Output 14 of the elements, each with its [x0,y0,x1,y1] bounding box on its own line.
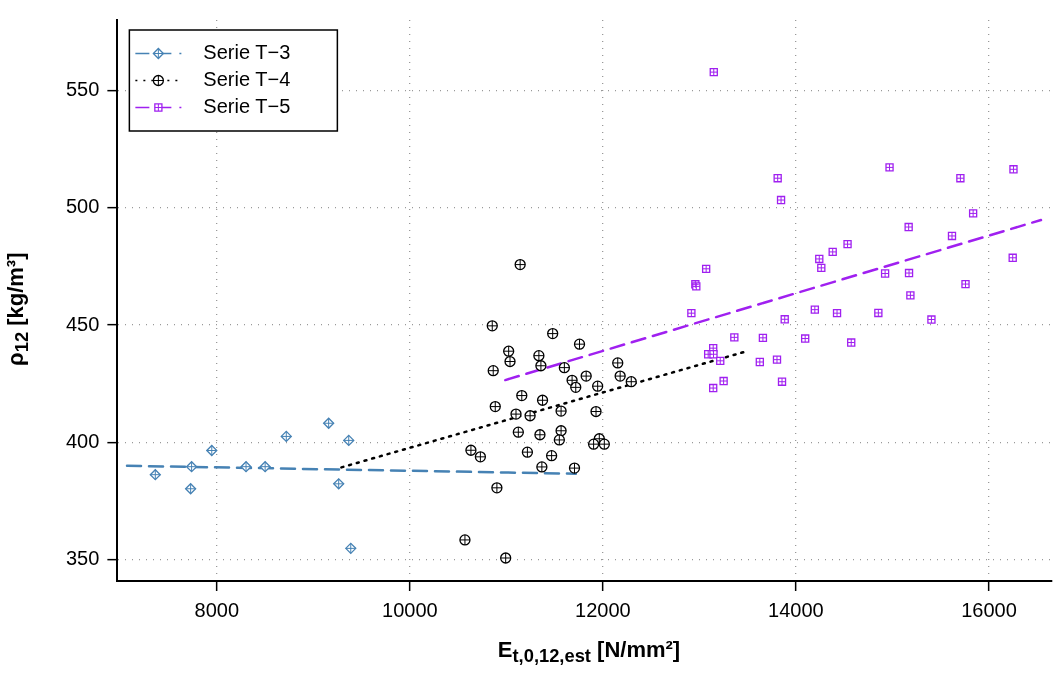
x-tick-label: 14000 [768,598,824,621]
x-tick-label: 10000 [382,598,438,621]
y-tick-label: 500 [65,195,100,218]
x-tick-label: 12000 [575,598,631,621]
y-tick-label: 350 [65,547,100,570]
x-tick-label: 8000 [194,598,240,621]
y-tick-label: 400 [65,430,100,453]
legend-label: Serie T−4 [203,68,291,91]
y-tick-label: 450 [65,312,100,335]
y-tick-label: 550 [65,77,100,100]
legend-label: Serie T−3 [203,41,291,64]
x-axis-title: E$_{t,0,12,est}$ [N/mm²] [496,637,682,668]
x-tick-label: 16000 [961,598,1017,621]
legend-label: Serie T−5 [203,95,291,118]
